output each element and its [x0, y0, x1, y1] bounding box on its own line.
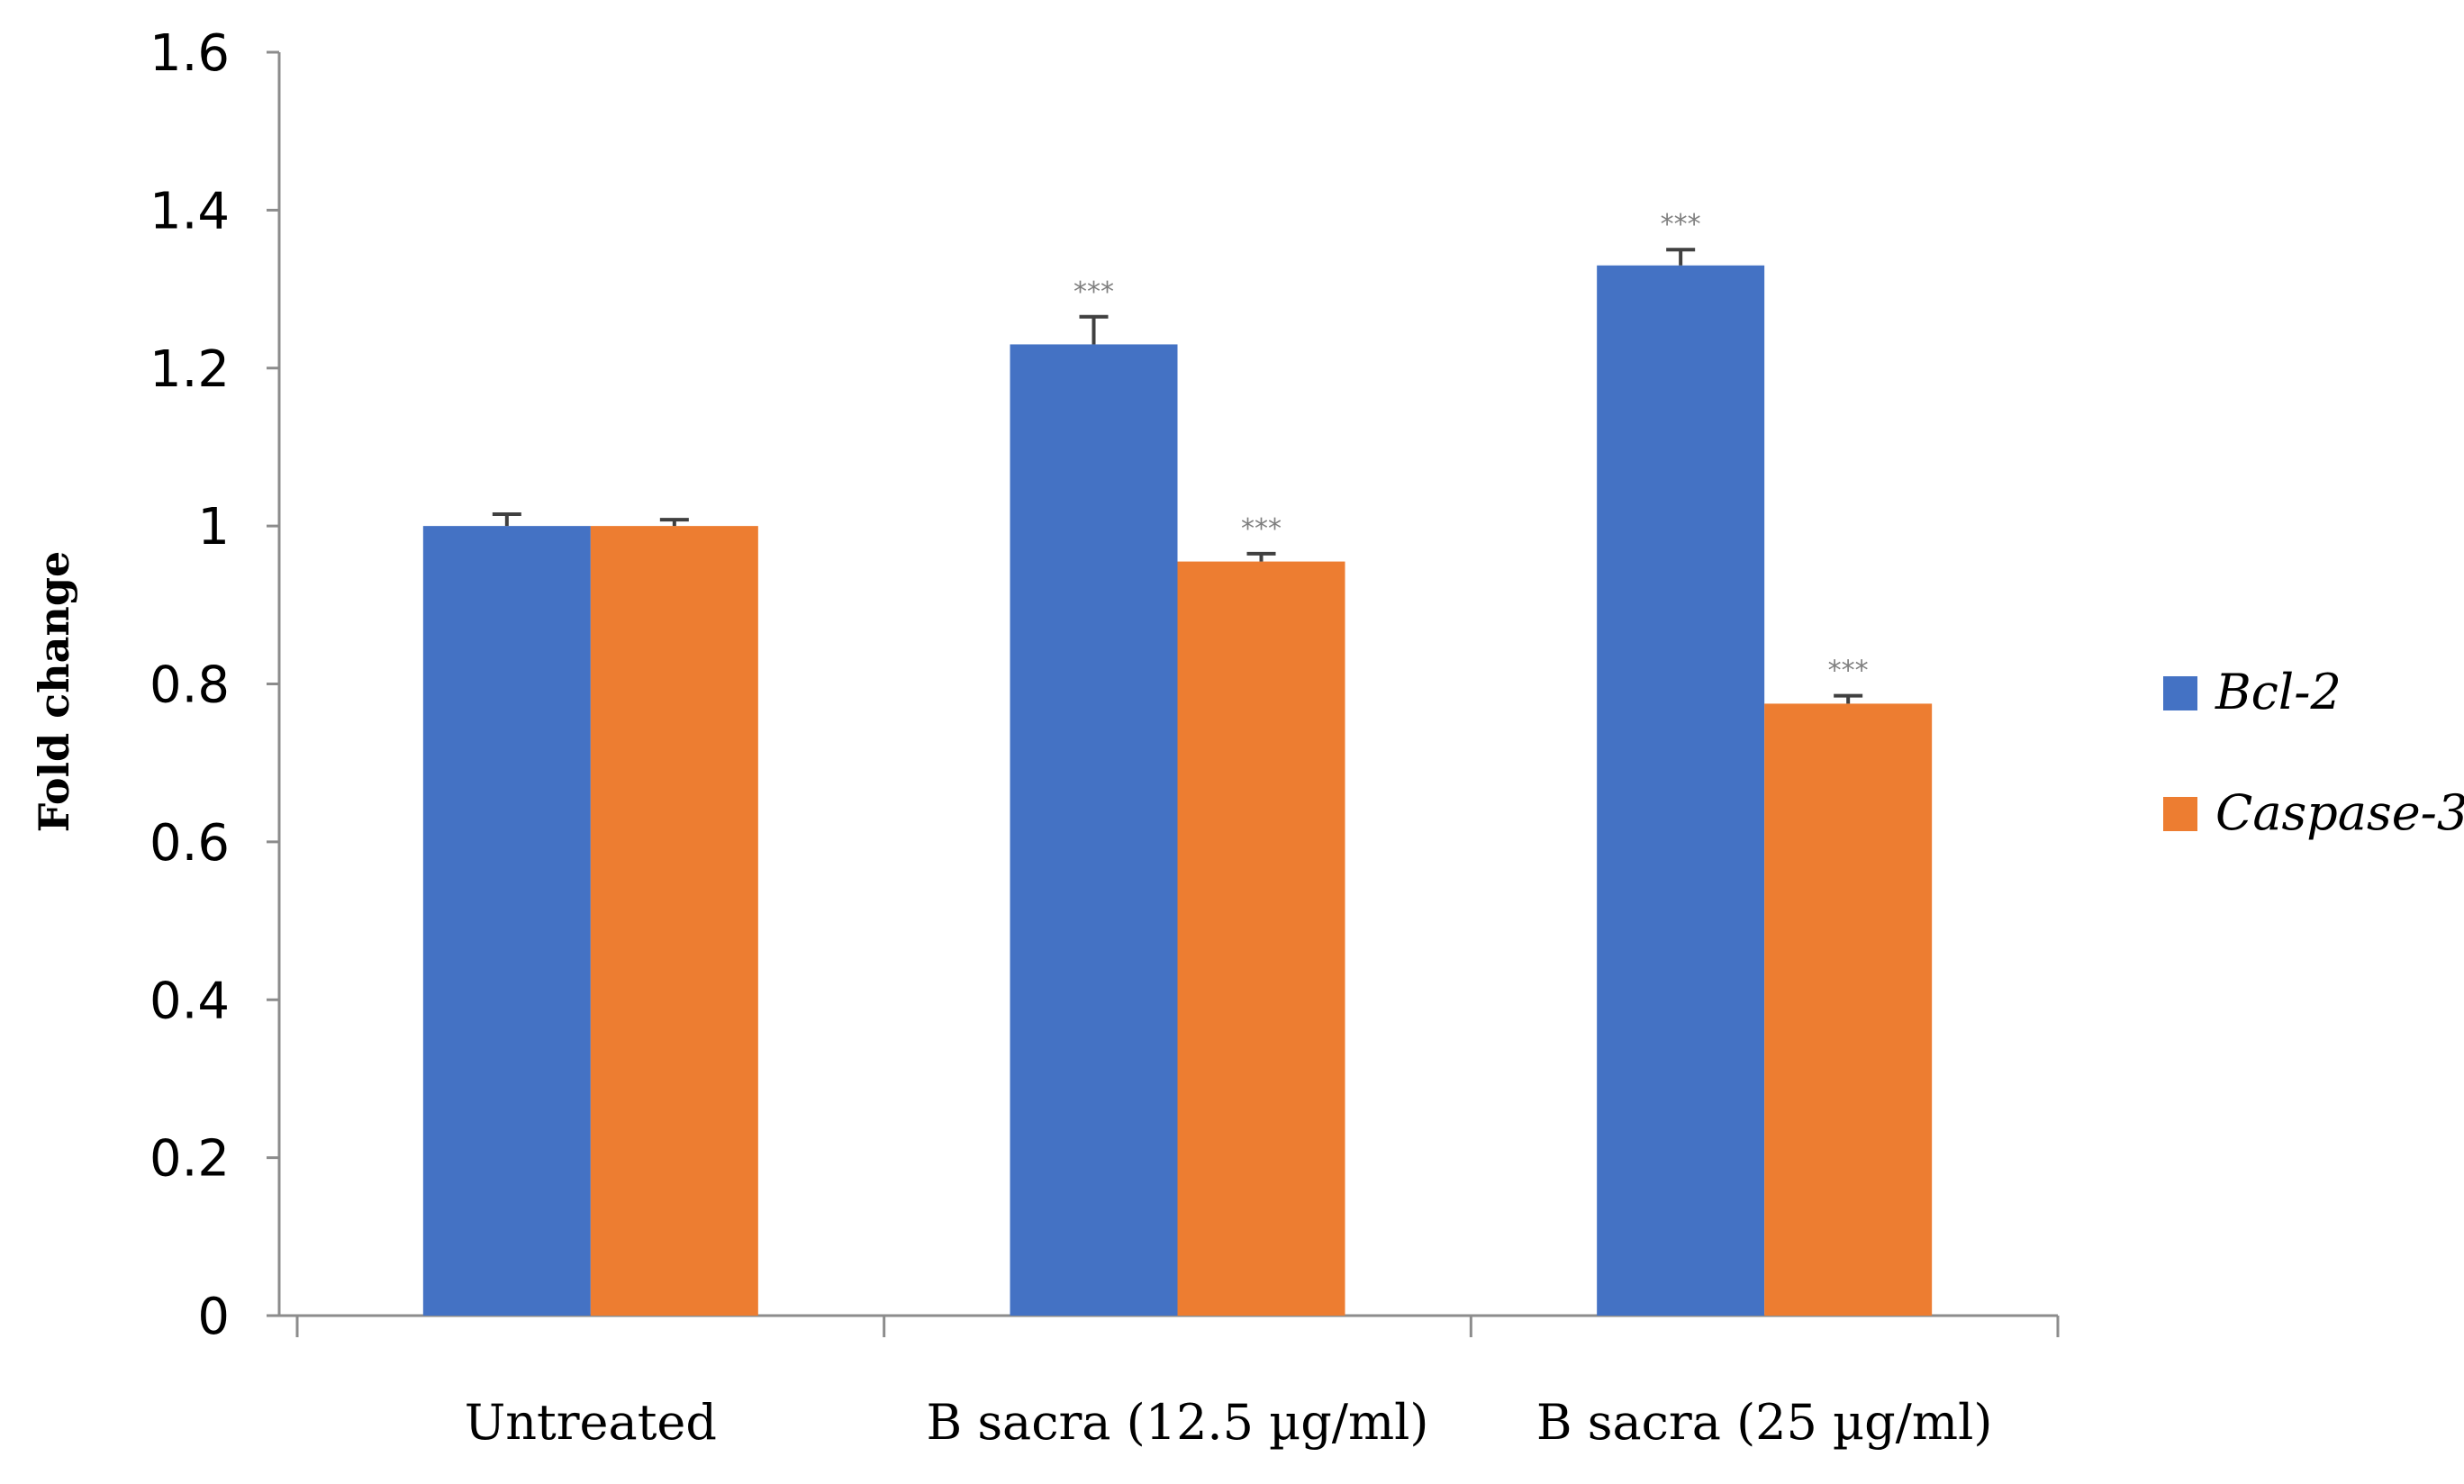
y-tick-label: 0	[197, 1288, 230, 1346]
legend-swatch	[2163, 797, 2197, 831]
bar	[1010, 344, 1178, 1317]
y-tick-label: 1.6	[149, 24, 230, 83]
bar	[590, 526, 758, 1316]
y-tick-label: 0.6	[149, 814, 230, 873]
legend-swatch	[2163, 676, 2197, 710]
legend: Bcl-2 Caspase-3	[2163, 664, 2464, 841]
bar	[1177, 561, 1345, 1316]
y-tick-label: 1	[197, 498, 230, 556]
y-tick-label: 0.8	[149, 656, 230, 715]
y-tick-label: 1.4	[149, 182, 230, 240]
significance-label: ***	[1661, 209, 1701, 240]
bar	[1764, 703, 1933, 1316]
error-bars	[492, 248, 1863, 704]
y-tick-label: 1.2	[149, 340, 230, 399]
tick-labels: 0 0.2 0.4 0.6 0.8 1 1.2 1.4 1.6 Untreated B sacra …	[149, 24, 1992, 1451]
bars	[422, 265, 1933, 1317]
x-tick-label: B sacra (25 µg/ml)	[1536, 1394, 1993, 1451]
bar	[422, 526, 591, 1316]
y-tick-label: 0.2	[149, 1130, 230, 1189]
bar	[1597, 265, 1765, 1317]
significance-annotations: *** *** *** ***	[1073, 209, 1869, 686]
y-axis-label: Fold change	[30, 551, 78, 833]
y-tick-label: 0.4	[149, 972, 230, 1030]
x-tick-label: B sacra (12.5 µg/ml)	[926, 1394, 1428, 1451]
legend-label: Bcl-2	[2215, 664, 2342, 720]
significance-label: ***	[1241, 513, 1282, 545]
x-tick-label: Untreated	[465, 1394, 717, 1451]
significance-label: ***	[1073, 276, 1114, 308]
significance-label: ***	[1828, 656, 1869, 687]
legend-label: Caspase-3	[2215, 784, 2464, 841]
